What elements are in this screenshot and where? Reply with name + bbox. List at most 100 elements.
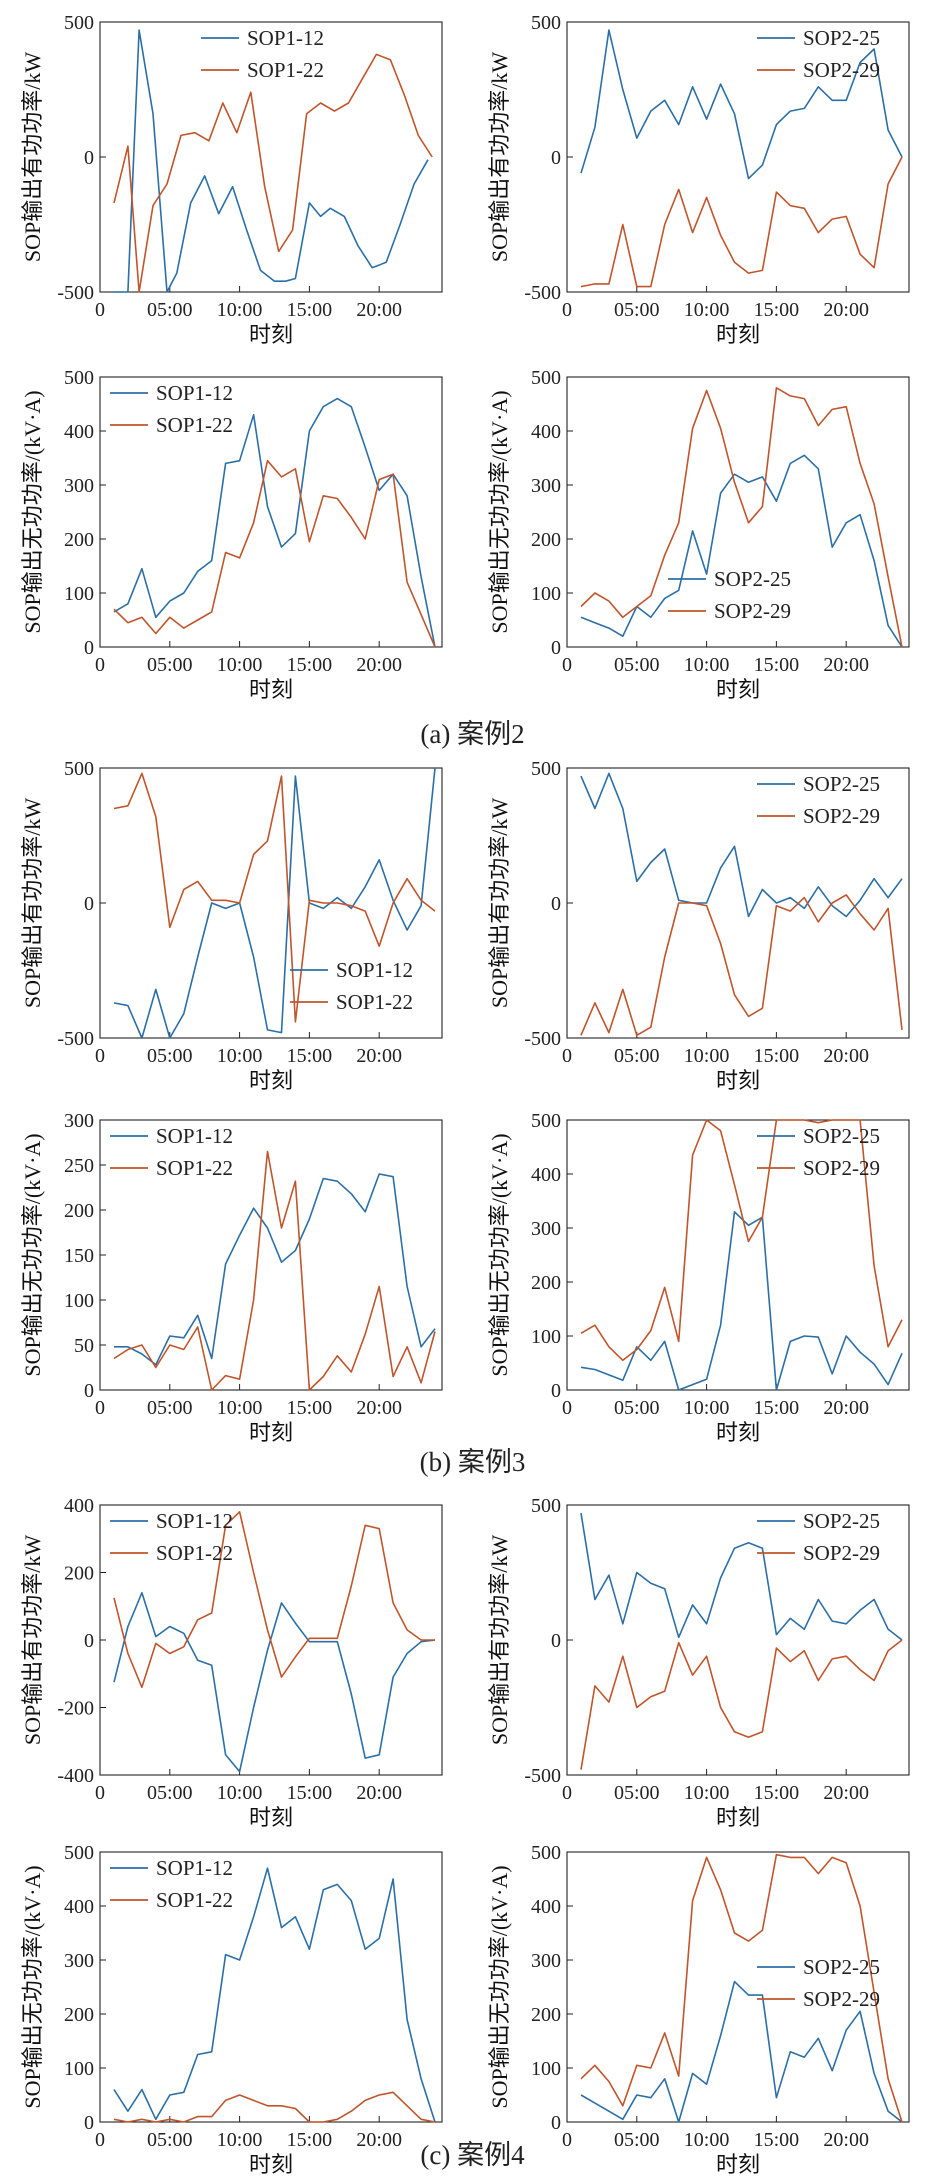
legend-label: SOP2-25 <box>803 772 880 796</box>
x-tick-label: 15:00 <box>287 654 333 676</box>
x-tick-label: 20:00 <box>823 1045 869 1067</box>
legend: SOP2-25 SOP2-29 <box>757 26 880 82</box>
y-tick-label: 50 <box>74 1335 94 1357</box>
x-tick-label: 15:00 <box>287 1397 333 1419</box>
x-axis-label: 时刻 <box>716 322 760 347</box>
y-tick-label: 200 <box>64 529 94 551</box>
chart-b-q-right: 0 100 200 300 400 500 0 05:00 10:00 15:00 20:00 时刻 S… <box>487 1110 910 1445</box>
series-line-sop2-29 <box>580 894 903 1037</box>
y-tick-label: 300 <box>64 475 94 497</box>
y-axis-label: SOP输出无功功率/(kV·A) <box>20 390 45 633</box>
x-axis-label: 时刻 <box>249 322 293 347</box>
y-tick-label: 200 <box>531 1272 561 1294</box>
y-tick-label: 200 <box>531 529 561 551</box>
plot-frame <box>566 1119 910 1391</box>
y-tick-label: 0 <box>84 1630 94 1652</box>
y-tick-label: 0 <box>551 2112 561 2134</box>
legend: SOP1-12 SOP1-22 <box>201 26 324 82</box>
x-tick-label: 0 <box>95 654 105 676</box>
x-tick-label: 20:00 <box>356 299 402 321</box>
y-tick-label: 400 <box>531 1164 561 1186</box>
y-tick-label: 200 <box>64 2004 94 2026</box>
x-tick-label: 15:00 <box>754 1782 800 1804</box>
x-tick-label: 05:00 <box>147 2129 193 2151</box>
series-line-sop2-25 <box>580 1512 903 1641</box>
x-tick-label: 10:00 <box>684 299 730 321</box>
series-line-sop2-29 <box>580 386 903 648</box>
y-axis-label: SOP输出有功功率/kW <box>487 52 512 262</box>
y-tick-label: 0 <box>84 147 94 169</box>
y-tick-label: 100 <box>64 2058 94 2080</box>
y-tick-label: -400 <box>57 1765 94 1787</box>
chart-a-q-right: 0 100 200 300 400 500 0 05:00 10:00 15:00 20:00 时刻 S… <box>487 367 910 702</box>
x-tick-label: 0 <box>95 1397 105 1419</box>
y-tick-label: 0 <box>84 637 94 659</box>
y-axis-label: SOP输出有功功率/kW <box>20 1535 45 1745</box>
x-tick-label: 10:00 <box>684 1045 730 1067</box>
legend-label: SOP1-12 <box>247 26 324 50</box>
series-line-sop1-12 <box>113 1592 436 1773</box>
legend: SOP2-25 SOP2-29 <box>757 1955 880 2011</box>
series-line-sop1-12 <box>114 1173 436 1366</box>
y-tick-label: -500 <box>524 282 561 304</box>
series-line-sop1-12 <box>113 767 436 1039</box>
legend: SOP1-12 SOP1-22 <box>110 1124 233 1180</box>
y-axis-label: SOP输出有功功率/kW <box>20 798 45 1008</box>
legend-label: SOP2-25 <box>803 1124 880 1148</box>
y-tick-label: -500 <box>57 1028 94 1050</box>
x-tick-label: 10:00 <box>684 2129 730 2151</box>
x-tick-label: 05:00 <box>614 2129 660 2151</box>
x-tick-label: 20:00 <box>356 1782 402 1804</box>
y-tick-label: -500 <box>57 282 94 304</box>
x-tick-label: 15:00 <box>754 1045 800 1067</box>
series-line-sop2-25 <box>580 772 903 918</box>
series-line-sop1-22 <box>113 459 436 648</box>
x-tick-label: 15:00 <box>287 1782 333 1804</box>
x-tick-label: 05:00 <box>147 654 193 676</box>
y-tick-label: 100 <box>64 1290 94 1312</box>
legend-label: SOP1-12 <box>156 1509 233 1533</box>
y-axis-label: SOP输出有功功率/kW <box>487 1535 512 1745</box>
y-tick-label: 500 <box>531 367 561 389</box>
series-line-sop2-29 <box>580 1639 903 1770</box>
y-tick-label: 500 <box>531 1110 561 1132</box>
legend-label: SOP2-29 <box>803 1541 880 1565</box>
plot-frame <box>99 1119 443 1391</box>
x-tick-label: 0 <box>562 299 572 321</box>
y-tick-label: 0 <box>551 1380 561 1402</box>
x-tick-label: 0 <box>95 299 105 321</box>
y-tick-label: -500 <box>524 1765 561 1787</box>
legend-label: SOP2-25 <box>803 1509 880 1533</box>
x-axis-label: 时刻 <box>249 1420 293 1445</box>
x-tick-label: 20:00 <box>356 654 402 676</box>
x-tick-label: 10:00 <box>684 654 730 676</box>
x-tick-label: 15:00 <box>754 299 800 321</box>
legend-label: SOP1-22 <box>156 1156 233 1180</box>
caption-a: (a) 案例2 <box>420 719 525 749</box>
x-tick-label: 05:00 <box>614 299 660 321</box>
x-tick-label: 10:00 <box>217 1782 263 1804</box>
y-axis-label: SOP输出有功功率/kW <box>487 798 512 1008</box>
x-tick-label: 20:00 <box>356 1397 402 1419</box>
legend-label: SOP1-22 <box>156 1541 233 1565</box>
x-tick-label: 20:00 <box>823 299 869 321</box>
chart-a-q-left: 0 100 200 300 400 500 0 05:00 10:00 15:00 20:00 时刻 S… <box>20 367 443 702</box>
legend: SOP1-12 SOP1-22 <box>110 1509 233 1565</box>
y-tick-label: 100 <box>531 583 561 605</box>
x-tick-label: 10:00 <box>217 299 263 321</box>
y-tick-label: 0 <box>551 637 561 659</box>
x-tick-label: 0 <box>95 2129 105 2151</box>
y-tick-label: 100 <box>531 2058 561 2080</box>
y-axis-label: SOP输出无功功率/(kV·A) <box>487 1133 512 1376</box>
y-tick-label: 200 <box>531 2004 561 2026</box>
legend-label: SOP1-22 <box>156 1888 233 1912</box>
x-tick-label: 20:00 <box>823 2129 869 2151</box>
legend-label: SOP1-12 <box>156 381 233 405</box>
y-tick-label: -200 <box>57 1698 94 1720</box>
x-tick-label: 10:00 <box>217 1045 263 1067</box>
y-tick-label: 500 <box>64 1842 94 1864</box>
y-tick-label: 0 <box>84 1380 94 1402</box>
legend: SOP2-25 SOP2-29 <box>757 1509 880 1565</box>
